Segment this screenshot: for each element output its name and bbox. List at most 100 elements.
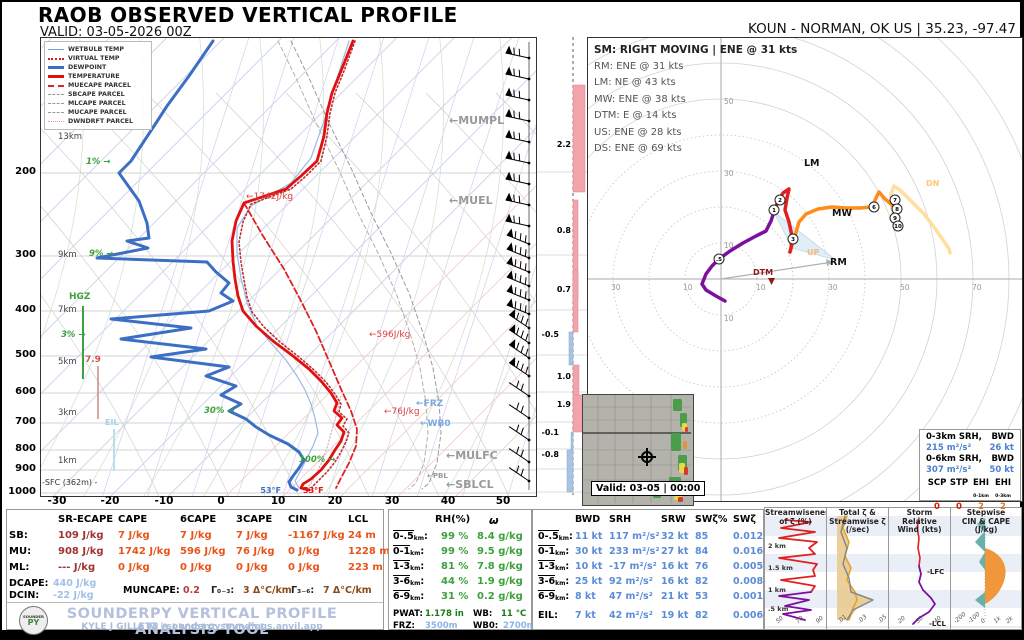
thermo-value: 0 J/kg (118, 562, 150, 573)
rh-header: RH(%) (435, 514, 471, 525)
legend-item: MLCAPE PARCEL (48, 99, 148, 108)
pwat-value: 1.178 in (425, 609, 464, 619)
rh-value: 81 % (441, 561, 469, 572)
legend-item: DEWPOINT (48, 63, 148, 72)
dcape-value: 440 J/kg (53, 578, 97, 589)
kin-value: 7 kt (575, 610, 596, 621)
lr36-label: Γ₃₋₆: (291, 585, 315, 596)
thermo-header: 3CAPE (236, 514, 273, 525)
thermo-header: SR-ECAPE (58, 514, 114, 525)
svg-text:1.0: 1.0 (557, 372, 572, 381)
thermo-value: 1742 J/kg (118, 546, 171, 557)
legend-label: MUCAPE PARCEL (68, 109, 127, 116)
kin-layer-label: 6-9km: (538, 590, 570, 602)
sm-motion-line: LM: NE @ 43 kts (594, 77, 676, 88)
rh-layer-label: 0-.5km: (393, 530, 428, 542)
omega-value: 0.2 g/kg (477, 591, 523, 602)
thermo-header: CAPE (118, 514, 148, 525)
thermo-value: 596 J/kg (180, 546, 226, 557)
legend-swatch (48, 49, 64, 50)
thermo-value: 0 J/kg (236, 562, 268, 573)
kin-layer-label: 1-3km: (538, 560, 570, 572)
svg-text:←FRZ: ←FRZ (416, 399, 444, 409)
svg-text:LM: LM (804, 158, 820, 169)
legend-swatch (48, 121, 64, 122)
thermo-value: 0 J/kg (288, 562, 320, 573)
kin-layer-label: 3-6km: (538, 575, 570, 587)
rh-value: 99 % (441, 531, 469, 542)
srh-row-0-6-vals: 307 m²/s² 50 kt (926, 465, 1014, 475)
kin-value: 47 m²/s² (609, 591, 653, 602)
station-info: KOUN - NORMAN, OK US | 35.23, -97.47 (748, 21, 1016, 37)
thermo-header: 6CAPE (180, 514, 217, 525)
svg-text:1 km: 1 km (768, 586, 786, 594)
kin-value: 16 kt (661, 561, 689, 572)
rh-omega-table: RH(%) ω 0-.5km: 99 % 8.4 g/kg 0-1km: 99 % 9.5 g… (388, 509, 536, 631)
svg-text:HGZ: HGZ (69, 292, 91, 302)
svg-text:UP: UP (807, 248, 819, 257)
thermo-header: CIN (288, 514, 308, 525)
kin-value: 92 m²/s² (609, 576, 653, 587)
storm-motion-info: SM: RIGHT MOVING | ENE @ 31 kts RM: ENE @… (594, 42, 797, 158)
sm-motion-line: DTM: E @ 14 kts (594, 110, 677, 121)
rh-layer-label: 3-6km: (393, 575, 425, 587)
x-tick: -30 (47, 495, 67, 507)
x-tick: -20 (100, 495, 120, 507)
pressure-tick: 500 (15, 349, 36, 360)
svg-text:←596J/kg: ←596J/kg (369, 330, 410, 340)
srh-row-0-3-vals: 215 m²/s² 26 kt (926, 443, 1014, 453)
kin-value: 85 (695, 531, 709, 542)
svg-text:2.2: 2.2 (557, 140, 571, 149)
legend-label: SBCAPE PARCEL (68, 91, 125, 98)
hodograph-panel: 10 30 50 70 10 30 10 30 50 10 LM MW RM DTM UP DN .5 1 2 3 6 7… (396, 0, 1024, 604)
legend-swatch (48, 66, 64, 69)
pwat-label: PWAT: (393, 609, 423, 619)
svg-text:←WB0: ←WB0 (420, 419, 451, 429)
srh-bwd-summary-box: 0-3km SRH, BWD 215 m²/s² 26 kt 0-6km SRH, BWD… (919, 429, 1021, 512)
x-tick: 0 (217, 495, 225, 507)
svg-text:0.7: 0.7 (557, 285, 571, 294)
pressure-tick: 200 (15, 166, 36, 177)
kin-value: 21 kt (661, 591, 689, 602)
thermo-footer-divider (7, 602, 383, 603)
svg-text:DTM: DTM (753, 268, 773, 277)
omega-value: 8.4 g/kg (477, 531, 523, 542)
srh-row-0-6-head: 0-6km SRH, BWD (926, 454, 1014, 464)
legend-item: MUCAPE PARCEL (48, 108, 148, 117)
kin-header: SWζ% (695, 514, 728, 525)
svg-text:53°F: 53°F (303, 486, 324, 495)
kin-value: 117 m²/s² (609, 531, 660, 542)
omega-strip: 2.2 0.8 0.7 -0.5 1.0 1.9 -0.1 -0.8 (537, 37, 587, 495)
legend-swatch (48, 103, 64, 104)
radar-inset-map: Valid: 03-05 | 00:00 (582, 394, 706, 506)
legend-label: MUECAPE PARCEL (68, 82, 131, 89)
wb0-value: 2700m (503, 621, 536, 631)
legend-label: TEMPERATURE (68, 73, 120, 80)
kin-value: 11 kt (575, 531, 603, 542)
frz-label: FRZ: (393, 621, 415, 631)
thermo-value: 24 m (348, 530, 376, 541)
svg-text:0.8: 0.8 (557, 226, 572, 235)
kin-layer-label: 0-1km: (538, 545, 570, 557)
svg-text:10: 10 (724, 241, 734, 250)
logo-text-bottom: PY (27, 617, 40, 627)
svg-text:1.9: 1.9 (557, 400, 572, 409)
svg-text:9: 9 (893, 216, 897, 222)
radar-valid-label: Valid: 03-05 | 00:00 (591, 481, 706, 496)
svg-text:-0.1: -0.1 (542, 428, 560, 437)
sm-motion-line: DS: ENE @ 69 kts (594, 143, 682, 154)
kin-value: 16 kt (661, 576, 689, 587)
thermo-value: 908 J/kg (58, 546, 104, 557)
x-tick: 40 (440, 495, 456, 507)
kin-value: 10 kt (575, 561, 603, 572)
kin-header: SRW (661, 514, 686, 525)
omega-value: 7.8 g/kg (477, 561, 523, 572)
legend-item: TEMPERATURE (48, 72, 148, 81)
sm-main: SM: RIGHT MOVING | ENE @ 31 kts (594, 44, 798, 56)
rh-layer-label: 6-9km: (393, 590, 425, 602)
sfc-label: -SFC (362m) - (42, 478, 98, 487)
svg-text:RM: RM (830, 257, 847, 268)
svg-text:-0.5: -0.5 (542, 330, 560, 339)
sm-motion-line: MW: ENE @ 38 kts (594, 93, 686, 105)
indices-head: SCP STP EHI 0-1km EHI 0-3km (927, 478, 1012, 499)
